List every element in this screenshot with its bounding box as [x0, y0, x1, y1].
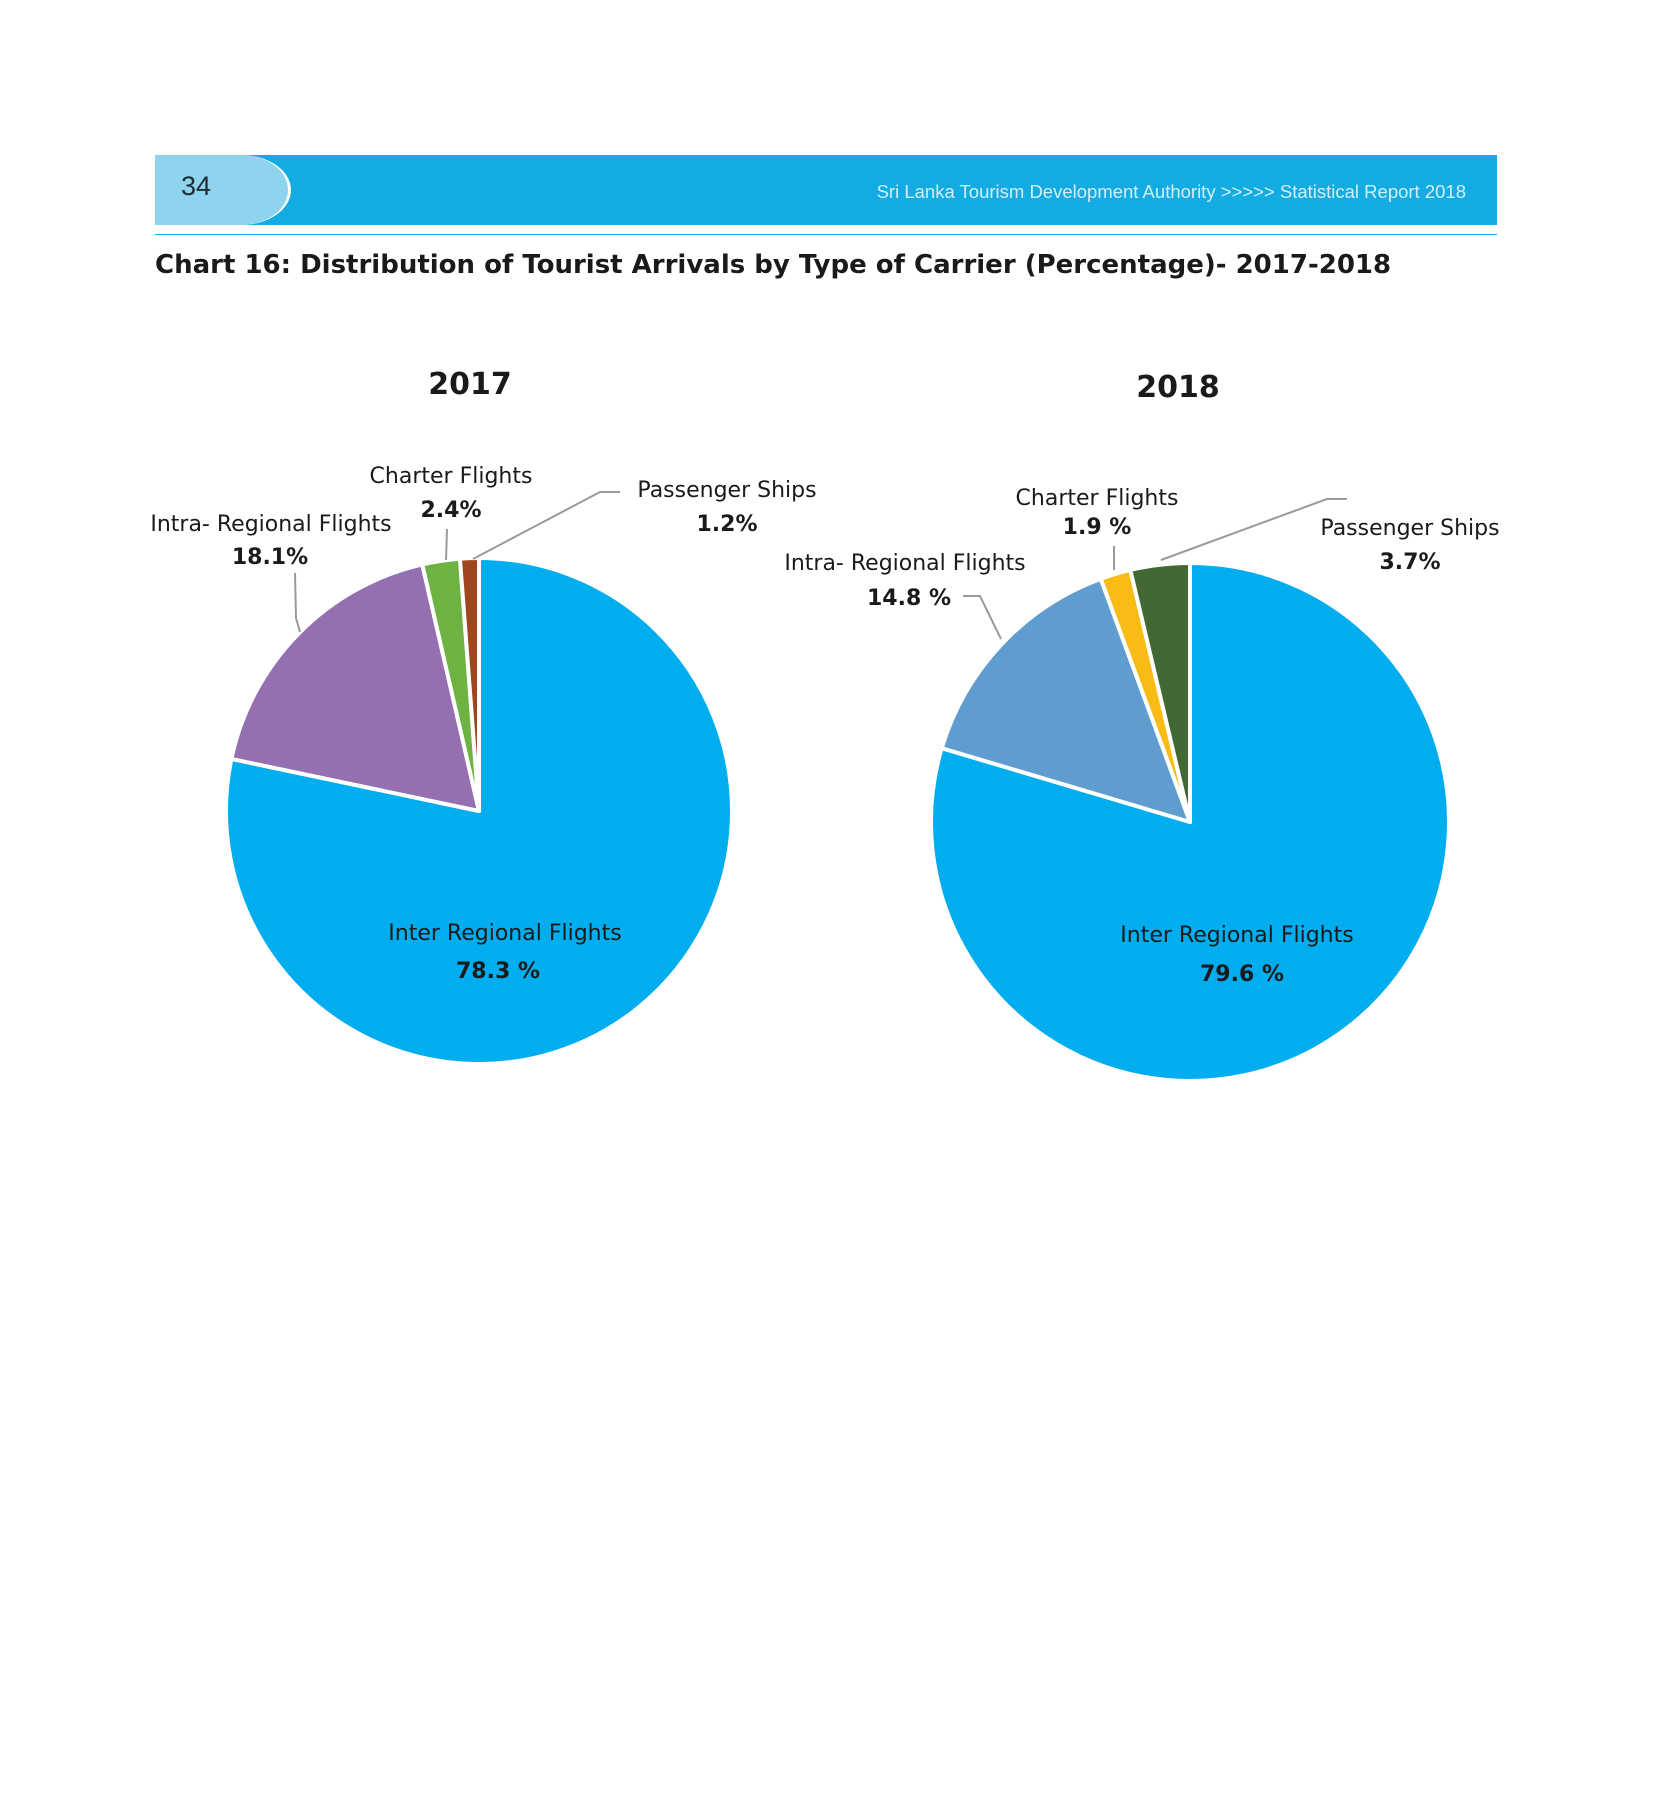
- header-divider: [155, 234, 1497, 235]
- leader-2017-charter: [445, 528, 448, 561]
- pie-chart-2018: 2018 Inter Regional Flights 79.6 % Intra…: [784, 370, 1500, 1083]
- label-2018-inter-regional-name: Inter Regional Flights: [1120, 923, 1353, 948]
- label-2018-inter-regional-value: 79.6 %: [1200, 962, 1284, 987]
- page-number-tab: 34: [155, 155, 291, 225]
- label-2018-charter-name: Charter Flights: [1016, 486, 1179, 511]
- label-2018-intra-regional-value: 14.8 %: [867, 586, 951, 611]
- chart-2017-title: 2017: [428, 367, 512, 402]
- pie-slice-2018-passenger-ships: [1128, 561, 1192, 824]
- leader-2018-intra-regional: [963, 595, 1002, 640]
- header-title: Sri Lanka Tourism Development Authority …: [876, 181, 1466, 202]
- label-2017-passenger-ships-value: 1.2%: [696, 512, 757, 537]
- pie-slice-2018-intra-regional: [939, 576, 1192, 824]
- leader-2017-intra-regional: [294, 572, 301, 633]
- label-2017-charter-name: Charter Flights: [370, 464, 533, 489]
- label-2018-intra-regional-name: Intra- Regional Flights: [784, 551, 1025, 576]
- pie-slice-2017-intra-regional: [229, 562, 481, 813]
- label-2017-inter-regional-name: Inter Regional Flights: [388, 921, 621, 946]
- pie-2018-slices: [929, 561, 1451, 1083]
- chart-title: Chart 16: Distribution of Tourist Arriva…: [155, 250, 1392, 280]
- pie-slice-2017-passenger-ships: [457, 556, 481, 813]
- label-2017-charter-value: 2.4%: [420, 498, 481, 523]
- label-2018-passenger-ships-name: Passenger Ships: [1320, 516, 1499, 541]
- label-2017-intra-regional-name: Intra- Regional Flights: [150, 512, 391, 537]
- page-number: 34: [181, 171, 212, 201]
- label-2017-passenger-ships-name: Passenger Ships: [637, 478, 816, 503]
- label-2018-charter-value: 1.9 %: [1063, 515, 1132, 540]
- label-2018-passenger-ships-value: 3.7%: [1379, 550, 1440, 575]
- chart-2018-title: 2018: [1136, 370, 1220, 405]
- header-bar: Sri Lanka Tourism Development Authority …: [155, 155, 1497, 225]
- leader-2017-passenger-ships: [472, 491, 620, 560]
- label-2017-intra-regional-value: 18.1%: [232, 545, 308, 570]
- pie-chart-2017: 2017 Inter Regional Flights 78.3 % Intra…: [150, 367, 817, 1066]
- leader-2018-passenger-ships: [1160, 498, 1347, 561]
- label-2017-inter-regional-value: 78.3 %: [456, 959, 540, 984]
- pie-2017-slices: [224, 556, 735, 1066]
